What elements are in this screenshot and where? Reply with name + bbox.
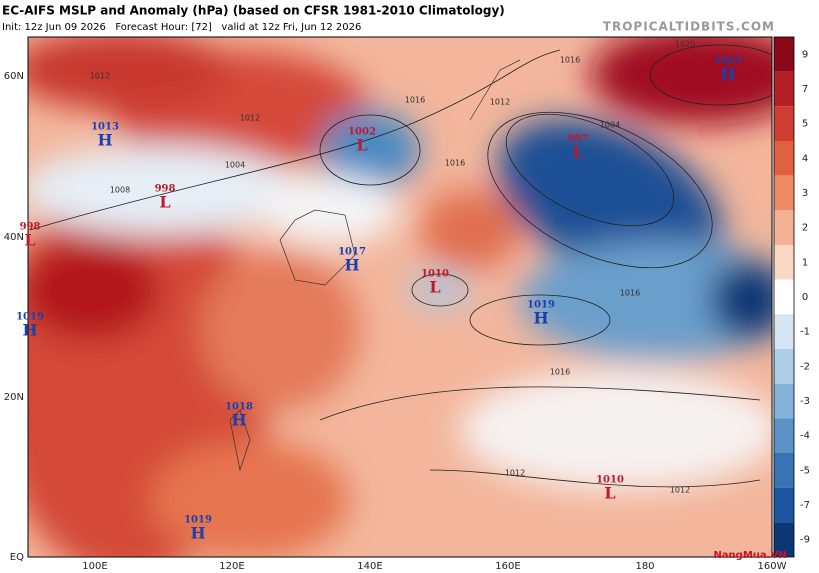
lon-label: 160E [495, 561, 520, 572]
colorbar-swatch [774, 418, 794, 453]
colorbar-tick: -9 [800, 535, 810, 546]
lon-label: 120E [219, 561, 244, 572]
center-value: 1018 [225, 402, 253, 413]
isobar-label: 1012 [490, 98, 510, 107]
center-letter: H [97, 131, 112, 150]
colorbar-tick: 7 [802, 84, 808, 95]
colorbar-swatch [774, 383, 794, 419]
isobar-label: 1012 [90, 72, 110, 81]
isobar-label: 1008 [110, 186, 130, 195]
center-letter: L [356, 136, 367, 155]
title: EC-AIFS MSLP and Anomaly (hPa) (based on… [2, 4, 505, 18]
lon-label: 180 [635, 561, 654, 572]
isobar-label: 1012 [670, 486, 690, 495]
colorbar-swatch [774, 487, 794, 523]
isobar-label: 1012 [505, 469, 525, 478]
lon-label: 160W [758, 561, 787, 572]
colorbar-tick: 0 [802, 292, 808, 303]
colorbar-tick: 2 [802, 223, 808, 234]
colorbar-swatch [774, 314, 794, 349]
isobar-label: 1004 [225, 161, 245, 170]
center-value: 1010 [421, 269, 449, 280]
center-letter: L [159, 193, 170, 212]
colorbar-tick: -1 [800, 327, 810, 338]
center-letter: H [190, 524, 205, 543]
colorbar-tick: -3 [800, 396, 810, 407]
subtitle: Init: 12z Jun 09 2026 Forecast Hour: [72… [2, 22, 361, 33]
colorbar-tick: 3 [802, 188, 808, 199]
center-value: 1010 [596, 475, 624, 486]
lon-label: 140E [357, 561, 382, 572]
watermark: NangMua.VN [713, 550, 786, 561]
lat-label: 40N [4, 232, 24, 243]
colorbar-swatch [774, 245, 794, 280]
colorbar-swatch [774, 522, 794, 557]
center-value: 997 [568, 134, 589, 145]
center-value: 998 [155, 184, 176, 195]
center-letter: H [533, 309, 548, 328]
center-letter: L [572, 143, 583, 162]
center-letter: H [22, 321, 37, 340]
isobar-label: 1004 [600, 121, 620, 130]
center-value: 1019 [527, 300, 555, 311]
isobar-label: 1016 [445, 159, 465, 168]
colorbar-tick: -5 [800, 465, 810, 476]
center-letter: L [604, 484, 615, 503]
colorbar-tick: 5 [802, 119, 808, 130]
colorbar-tick: -4 [800, 431, 810, 442]
colorbar-swatch [774, 210, 794, 245]
center-letter: H [720, 65, 735, 84]
lat-label: 20N [4, 392, 24, 403]
center-letter: L [429, 278, 440, 297]
colorbar-swatch [774, 349, 794, 384]
center-value: 1025 [714, 56, 742, 67]
colorbar-tick: 4 [802, 153, 808, 164]
colorbar-swatch [774, 71, 794, 107]
map [28, 37, 772, 557]
colorbar-swatch [774, 279, 794, 315]
center-letter: H [231, 411, 246, 430]
colorbar-tick: 1 [802, 257, 808, 268]
lat-label: 60N [4, 71, 24, 82]
isobar-label: 1012 [240, 114, 260, 123]
colorbar-swatch [774, 37, 794, 72]
center-value: 1013 [91, 122, 119, 133]
colorbar-tick: -7 [800, 500, 810, 511]
colorbar-swatch [774, 106, 794, 141]
center-letter: L [24, 231, 35, 250]
colorbar-swatch [774, 175, 794, 211]
center-letter: H [344, 256, 359, 275]
center-value: 1019 [184, 515, 212, 526]
lat-label: EQ [10, 552, 24, 563]
center-value: 1002 [348, 127, 376, 138]
center-value: 998 [20, 222, 41, 233]
map-frame [27, 36, 773, 558]
isobar-label: 1016 [550, 368, 570, 377]
isobar-label: 1016 [405, 96, 425, 105]
center-value: 1019 [16, 312, 44, 323]
isobar-label: 1016 [620, 289, 640, 298]
colorbar-frame [773, 36, 795, 558]
isobar-label: 1020 [675, 40, 695, 49]
isobar-label: 1016 [560, 56, 580, 65]
colorbar-swatch [774, 141, 794, 176]
site: TROPICALTIDBITS.COM [603, 20, 775, 34]
colorbar-tick: -2 [800, 361, 810, 372]
colorbar-tick: 9 [802, 49, 808, 60]
lon-label: 100E [82, 561, 107, 572]
center-value: 1017 [338, 247, 366, 258]
colorbar-swatch [774, 453, 794, 488]
